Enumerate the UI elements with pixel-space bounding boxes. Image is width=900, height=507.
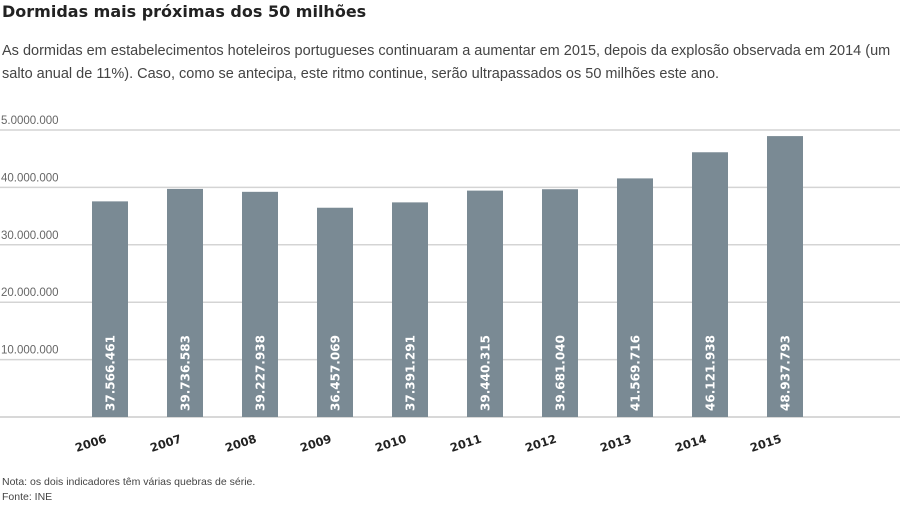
x-tick-label: 2013 bbox=[598, 432, 633, 455]
chart-note: Nota: os dois indicadores têm várias que… bbox=[2, 476, 256, 488]
bar-data-label: 41.569.716 bbox=[629, 335, 643, 411]
bar bbox=[92, 201, 128, 417]
bar bbox=[767, 136, 803, 418]
bar bbox=[692, 152, 728, 417]
bar bbox=[467, 190, 503, 417]
y-tick-label: 5.0000.000 bbox=[1, 115, 59, 127]
x-tick-label: 2009 bbox=[298, 432, 333, 455]
chart-title: Dormidas mais próximas dos 50 milhões bbox=[2, 2, 367, 21]
x-tick-label: 2015 bbox=[748, 432, 783, 455]
x-tick-label: 2007 bbox=[148, 432, 183, 455]
x-tick-label: 2014 bbox=[673, 432, 708, 455]
bar-data-label: 39.440.315 bbox=[479, 335, 493, 411]
bar-data-label: 39.227.938 bbox=[254, 335, 268, 411]
chart-subtitle: As dormidas em estabelecimentos hoteleir… bbox=[2, 43, 891, 82]
x-tick-label: 2011 bbox=[448, 432, 483, 455]
bar-data-label: 39.736.583 bbox=[179, 335, 193, 411]
bar-data-label: 36.457.069 bbox=[329, 335, 343, 411]
bar-data-label: 48.937.793 bbox=[779, 335, 793, 411]
x-tick-label: 2010 bbox=[373, 432, 408, 455]
bar-data-label: 39.681.040 bbox=[554, 335, 568, 411]
bar-data-label: 37.391.291 bbox=[404, 335, 418, 411]
bar-data-label: 46.121.938 bbox=[704, 335, 718, 411]
chart-source: Fonte: INE bbox=[2, 491, 53, 503]
bar-data-label: 37.566.461 bbox=[104, 335, 118, 411]
y-tick-label: 40.000.000 bbox=[1, 172, 59, 184]
y-tick-label: 30.000.000 bbox=[1, 230, 59, 242]
bar bbox=[242, 191, 278, 417]
bar bbox=[542, 189, 578, 417]
bar bbox=[617, 178, 653, 417]
bar bbox=[317, 207, 353, 417]
bar bbox=[392, 202, 428, 417]
y-tick-label: 10.000.000 bbox=[1, 345, 59, 357]
x-tick-label: 2006 bbox=[73, 432, 108, 455]
x-tick-label: 2008 bbox=[223, 432, 258, 455]
y-tick-label: 20.000.000 bbox=[1, 287, 59, 299]
bar bbox=[167, 188, 203, 417]
x-tick-label: 2012 bbox=[523, 432, 558, 455]
